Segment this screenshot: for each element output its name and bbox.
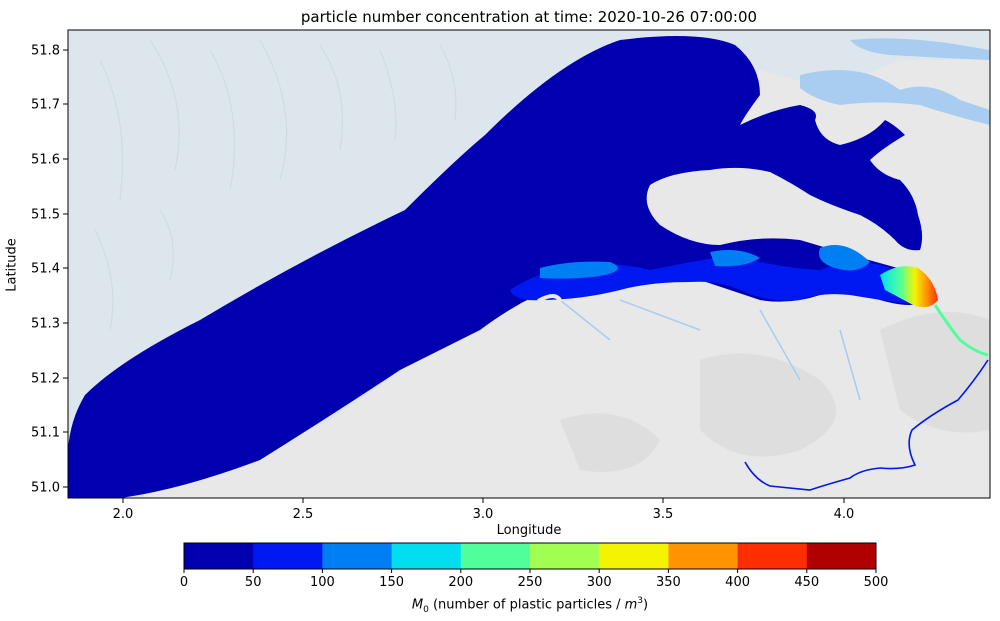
colorbar-label-symbol: M [411,597,424,613]
y-tick-label: 51.7 [31,98,60,113]
colorbar-tick-label: 150 [379,575,404,590]
seabed-ripples [94,39,457,331]
colorbar-label-subscript: 0 [423,604,429,615]
colorbar-tick-label: 500 [864,575,889,590]
x-tick-label: 3.0 [473,507,494,522]
y-tick-label: 51.3 [31,317,60,332]
colorbar-label-unit: m [624,597,638,613]
colorbar-segment [806,543,877,569]
colorbar-segment [460,543,531,569]
walcheren-island [640,164,830,242]
colorbar-tick-label: 350 [656,575,681,590]
y-tick-label: 51.0 [31,481,60,496]
y-tick-label: 51.8 [31,44,60,59]
x-tick-label: 2.0 [113,507,134,522]
x-tick-label: 4.0 [834,507,855,522]
colorbar-tick-label: 100 [310,575,335,590]
colorbar-tick-label: 300 [587,575,612,590]
y-tick-label: 51.6 [31,153,60,168]
terrain-shading [560,312,990,472]
colorbar-tick-label: 450 [794,575,819,590]
y-tick-label: 51.5 [31,208,60,223]
coastline-dots [537,294,563,311]
colorbar-segment [391,543,462,569]
x-tick-label: 2.5 [293,507,314,522]
colorbar-label-close: ) [643,597,649,613]
colorbar-label-text: (number of plastic particles / [428,597,625,613]
inland-channels [559,149,861,401]
axes-frame [67,29,991,499]
colorbar-segment [530,543,600,569]
colorbar-tick-label: 50 [245,575,262,590]
scheldt-upstream [744,359,989,491]
colorbar-segment [599,543,669,569]
y-tick-label: 51.4 [31,262,60,277]
colorbar: 0 50 100 150 200 250 300 350 400 450 500 [180,542,889,590]
y-axis-ticks: 51.8 51.7 51.6 51.5 51.4 51.3 51.2 51.1 51.0 [31,44,68,496]
map-title: particle number concentration at time: 2… [300,8,758,26]
x-axis-label: Longitude [496,523,562,538]
colorbar-tick-label: 400 [725,575,750,590]
colorbar-label: M0 (number of plastic particles / m3) [184,596,876,615]
inland-water [800,38,990,126]
y-axis-label: Latitude [4,238,20,292]
colorbar-tick-label: 250 [518,575,543,590]
colorbar-segment [737,543,808,569]
antwerp-hotspot [880,266,938,308]
x-tick-label: 3.5 [653,507,674,522]
colorbar-tick-label: 200 [448,575,473,590]
colorbar-tick-label: 0 [180,575,188,590]
colorbar-segment [253,543,323,569]
y-tick-label: 51.1 [31,426,60,441]
scheldt-river-plume [933,304,989,357]
estuary-band-medium [540,245,870,279]
y-tick-label: 51.2 [31,372,60,387]
colorbar-segment [668,543,739,569]
colorbar-segment [322,543,393,569]
colorbar-segment [184,543,254,569]
model-domain [68,36,928,498]
colorbar-label-superscript: 3 [637,596,644,606]
x-axis-ticks: 2.0 2.5 3.0 3.5 4.0 [113,498,855,522]
